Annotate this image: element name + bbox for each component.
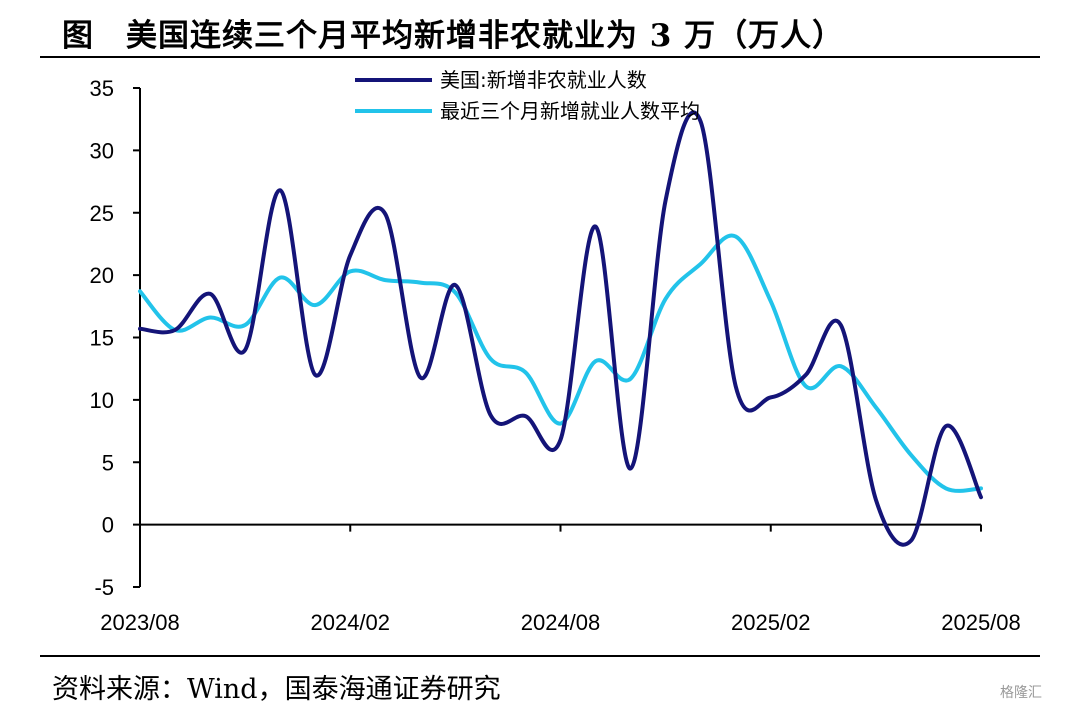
series-line-three-month-average — [138, 233, 983, 493]
source-note: 资料来源：Wind，国泰海通证券研究 — [52, 674, 501, 705]
x-tick-label: 2024/02 — [310, 610, 390, 635]
line-chart: -5 0 5 10 15 20 25 30 35 2023/08 2024/02 2024/08 202… — [90, 68, 1021, 635]
y-tick-label: 0 — [102, 513, 114, 538]
source-divider — [40, 655, 1040, 657]
series-line-nonfarm-payrolls — [138, 110, 983, 547]
y-tick-label: 25 — [90, 201, 114, 226]
chart-axes: -5 0 5 10 15 20 25 30 35 2023/08 2024/02 2024/08 202… — [90, 76, 1021, 635]
y-tick-label: 5 — [102, 450, 114, 475]
legend-label-nonfarm: 美国:新增非农就业人数 — [440, 68, 647, 92]
y-tick-label: 20 — [90, 263, 114, 288]
chart-title: 图 美国连续三个月平均新增非农就业为 3 万（万人） — [62, 18, 845, 54]
x-tick-label: 2025/02 — [731, 610, 811, 635]
watermark: 格隆汇 — [1000, 684, 1042, 700]
series-layer — [138, 110, 983, 547]
y-tick-label: 30 — [90, 138, 114, 163]
y-tick-label: 10 — [90, 388, 114, 413]
chart-title-bar: 图 美国连续三个月平均新增非农就业为 3 万（万人） — [0, 0, 1080, 62]
x-tick-label: 2025/08 — [941, 610, 1021, 635]
y-tick-label: 15 — [90, 326, 114, 351]
y-tick-label: -5 — [94, 575, 114, 600]
x-tick-label: 2024/08 — [521, 610, 601, 635]
y-tick-label: 35 — [90, 76, 114, 101]
legend-label-average: 最近三个月新增就业人数平均 — [440, 99, 700, 123]
title-divider — [40, 56, 1040, 58]
x-tick-label: 2023/08 — [100, 610, 180, 635]
